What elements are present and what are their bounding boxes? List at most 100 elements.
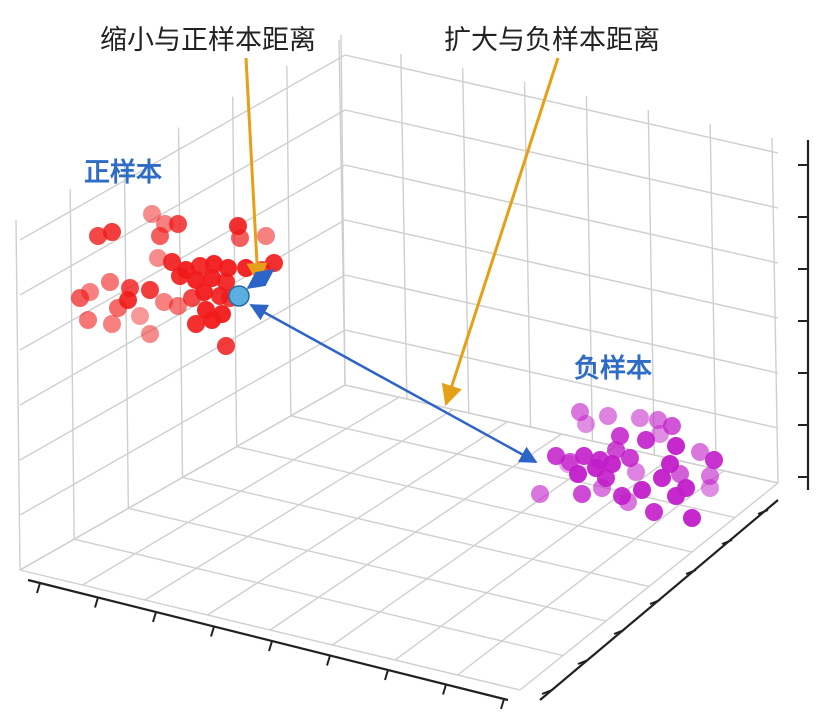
positive-sample-point [149, 249, 167, 267]
grid-line [523, 81, 532, 428]
positive-sample-point [217, 273, 235, 291]
y-axis-tick [649, 599, 661, 605]
grid-line [709, 123, 717, 470]
positive-sample-point [109, 299, 127, 317]
negative-sample-point [577, 415, 595, 433]
grid-line [585, 95, 594, 442]
positive-sample-point [219, 259, 237, 277]
axes [27, 140, 810, 710]
positive-sample-point [169, 215, 187, 233]
y-axis-tick [613, 629, 625, 635]
positive-sample-point [131, 307, 149, 325]
negative-sample-point [667, 487, 685, 505]
negative-sample-point [663, 417, 681, 435]
shrink-arrow [244, 57, 268, 285]
grid-line [19, 54, 346, 241]
negative-sample-point [621, 449, 639, 467]
positive-sample-point [237, 259, 255, 277]
x-axis-tick [442, 684, 447, 695]
positive-sample-point [257, 227, 275, 245]
grid-line [128, 507, 607, 622]
grid-line [182, 476, 650, 588]
grid-line [123, 158, 130, 509]
y-axis-tick [721, 539, 733, 545]
negative-sample-point [645, 503, 663, 521]
x-axis-tick [152, 611, 157, 623]
positive-sample-point [187, 315, 205, 333]
y-axis-tick [685, 569, 697, 575]
x-axis-tick [36, 582, 41, 594]
grid-line [344, 109, 779, 209]
negative-sample-point [691, 443, 709, 461]
negative-sample-point [593, 479, 611, 497]
negative-sample-point [653, 469, 671, 487]
negative-sample-point [603, 455, 621, 473]
anchor-point [228, 285, 250, 307]
shrink-annotation: 缩小与正样本距离 [100, 25, 316, 56]
grid-lines [15, 34, 779, 691]
negative-sample-point [573, 485, 591, 503]
negative-sample-point [671, 465, 689, 483]
positive-sample-point [81, 283, 99, 301]
y-axis-tick [577, 659, 589, 665]
negative-sample-point [559, 455, 577, 473]
negative-sample-point [631, 409, 649, 427]
negative-distance-arrow [249, 303, 538, 464]
x-axis-line [27, 578, 509, 702]
negative-sample-point [619, 493, 637, 511]
negative-sample-point [569, 465, 587, 483]
x-axis-tick [326, 655, 331, 666]
negative-points [531, 403, 723, 527]
negative-sample-point [547, 447, 565, 465]
positive-sample-point [103, 315, 121, 333]
positive-sample-point [183, 289, 201, 307]
negative-sample-point [683, 509, 701, 527]
grid-line [19, 109, 346, 296]
negative-sample-point [633, 481, 651, 499]
positive-sample-point [169, 297, 187, 315]
positive-cluster-label: 正样本 [84, 158, 163, 188]
positive-distance-arrow [246, 268, 275, 290]
positive-sample-point [203, 269, 221, 287]
grid-line [69, 189, 75, 540]
expand-annotation: 扩大与负样本距离 [444, 25, 660, 56]
x-axis-tick [384, 669, 389, 681]
negative-sample-point [705, 451, 723, 469]
grid-line [771, 137, 779, 484]
grid-line [400, 53, 408, 400]
grid-line [19, 329, 346, 516]
grid-line [344, 274, 779, 374]
positive-sample-point [171, 267, 189, 285]
negative-sample-point [649, 411, 667, 429]
grid-line [236, 445, 693, 553]
negative-sample-point [667, 437, 685, 455]
positive-sample-point [217, 337, 235, 355]
grid-line [344, 329, 779, 429]
x-axis-tick [94, 597, 99, 608]
positive-sample-point [89, 227, 107, 245]
grid-line [344, 54, 779, 154]
grid-line [647, 109, 655, 456]
x-axis-tick [268, 640, 273, 652]
grid-line [74, 538, 564, 657]
positive-sample-point [231, 229, 249, 247]
negative-sample-point [637, 431, 655, 449]
positive-sample-point [143, 205, 161, 223]
grid-line [344, 164, 779, 264]
positive-sample-point [203, 311, 221, 329]
x-axis-tick [210, 626, 215, 637]
negative-sample-point [531, 485, 549, 503]
negative-sample-point [701, 479, 719, 497]
grid-line [462, 67, 470, 414]
negative-sample-point [611, 427, 629, 445]
negative-sample-point [599, 407, 617, 425]
positive-sample-point [155, 293, 173, 311]
grid-line [15, 219, 21, 571]
negative-sample-point [627, 463, 645, 481]
grid-line [19, 569, 521, 691]
positive-points [71, 205, 283, 355]
grid-line [344, 219, 779, 319]
positive-sample-point [205, 255, 223, 273]
positive-sample-point [191, 257, 209, 275]
x-axis-tick [500, 698, 505, 710]
